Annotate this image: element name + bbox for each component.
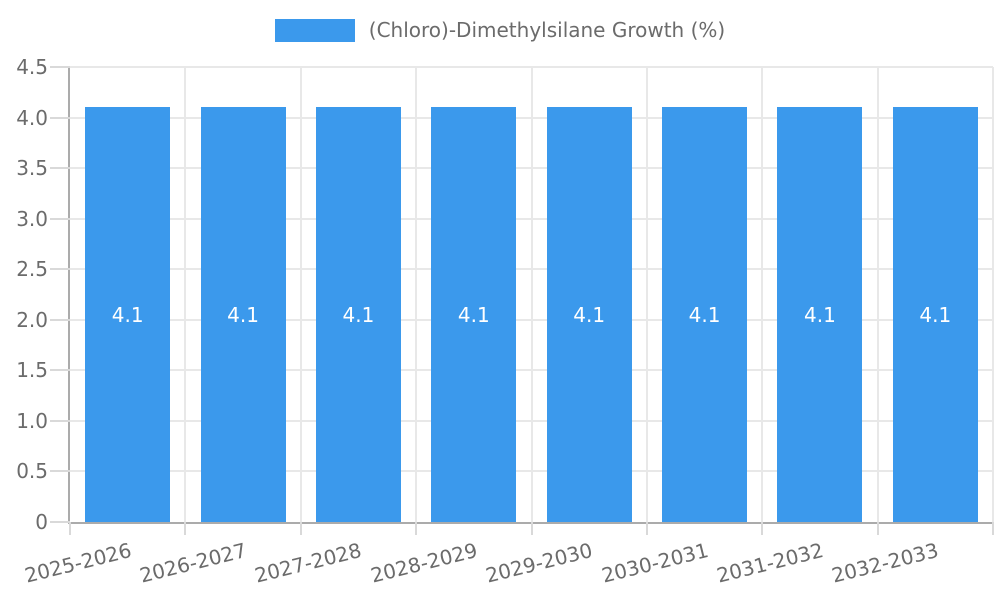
x-tick: [761, 522, 764, 535]
bar: 4.1: [431, 107, 517, 522]
bar-value-label: 4.1: [111, 302, 144, 327]
y-tick: [50, 318, 70, 321]
x-axis-label: 2032-2033: [829, 538, 942, 588]
y-tick: [50, 167, 70, 170]
bar: 4.1: [546, 107, 632, 522]
x-tick: [876, 522, 879, 535]
x-gridline: [530, 67, 533, 522]
y-tick-label: 4.0: [16, 105, 48, 130]
y-tick: [50, 419, 70, 422]
bar: 4.1: [892, 107, 978, 522]
x-gridline: [992, 67, 994, 522]
x-tick: [184, 522, 187, 535]
y-tick: [50, 116, 70, 119]
bar: 4.1: [662, 107, 748, 522]
y-tick-label: 2.0: [16, 307, 48, 332]
x-axis-label: 2025-2026: [21, 538, 134, 588]
bar-value-label: 4.1: [688, 302, 721, 327]
y-tick: [50, 66, 70, 68]
y-tick-label: 2.5: [16, 257, 48, 282]
y-tick-label: 1.0: [16, 408, 48, 433]
x-axis-label: 2030-2031: [598, 538, 711, 588]
y-tick-label: 0: [35, 510, 48, 534]
y-tick: [50, 369, 70, 372]
x-axis-label: 2029-2030: [483, 538, 595, 588]
y-tick-label: 4.5: [16, 55, 48, 79]
legend-swatch: [274, 18, 355, 42]
bar: 4.1: [315, 107, 401, 522]
x-gridline: [184, 67, 187, 522]
plot-area: 0 0.5 1.0 1.5 2.0 2.5 3.0 3.5 4.0 4.5 4.1 2025-2026…: [16, 55, 994, 588]
bar: 4.1: [85, 107, 171, 522]
legend-label: (Chloro)-Dimethylsilane Growth (%): [368, 18, 726, 42]
bar-value-label: 4.1: [342, 302, 375, 327]
bar-value-label: 4.1: [919, 302, 952, 327]
x-gridline: [415, 67, 418, 522]
bar: 4.1: [777, 107, 863, 522]
x-tick: [69, 522, 71, 535]
x-tick: [992, 522, 994, 535]
y-tick-label: 3.5: [16, 156, 48, 181]
y-tick-label: 1.5: [16, 358, 48, 383]
x-gridline: [299, 67, 302, 522]
y-tick-label: 3.0: [16, 206, 48, 231]
bar-value-label: 4.1: [457, 302, 490, 327]
x-axis-label: 2027-2028: [252, 538, 365, 588]
bar: 4.1: [200, 107, 286, 522]
bar-value-label: 4.1: [573, 302, 606, 327]
y-tick: [50, 268, 70, 271]
x-tick: [415, 522, 418, 535]
x-tick: [530, 522, 533, 535]
bar-value-label: 4.1: [227, 302, 259, 327]
legend: (Chloro)-Dimethylsilane Growth (%): [0, 18, 1000, 42]
x-axis-label: 2026-2027: [137, 538, 249, 588]
x-axis-label: 2031-2032: [714, 538, 826, 588]
x-gridline: [876, 67, 879, 522]
x-tick: [299, 522, 302, 535]
y-axis-line: [68, 67, 70, 522]
y-tick: [50, 470, 70, 473]
x-tick: [645, 522, 648, 535]
x-gridline: [761, 67, 764, 522]
y-tick: [50, 521, 70, 523]
bar-value-label: 4.1: [804, 302, 836, 327]
y-tick-label: 0.5: [16, 459, 48, 484]
x-axis-label: 2028-2029: [368, 538, 480, 588]
x-gridline: [645, 67, 648, 522]
y-tick: [50, 217, 70, 220]
